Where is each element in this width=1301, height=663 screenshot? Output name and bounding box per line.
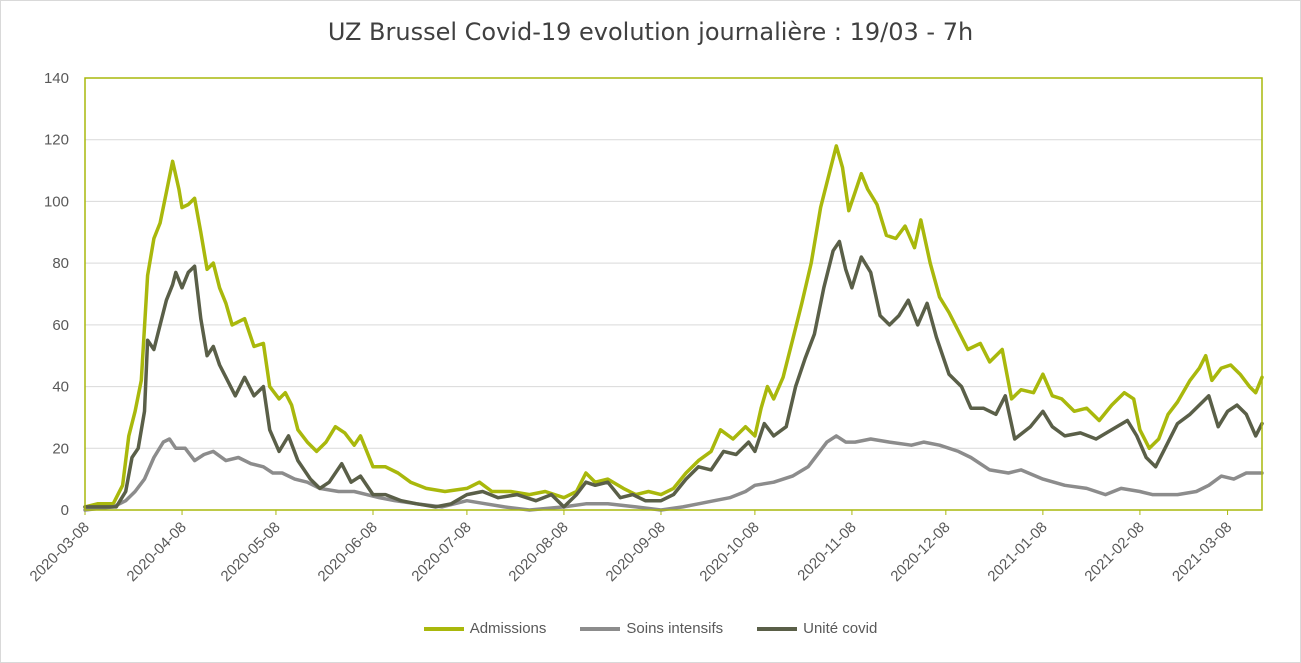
y-axis-ticks: 0 20 40 60 80 100 120 140 [44, 70, 69, 519]
legend: Admissions Soins intensifs Unité covid [0, 620, 1301, 637]
x-tick-label: 2020-09-08 [603, 519, 669, 585]
legend-swatch [757, 626, 798, 631]
y-tick-label: 100 [44, 193, 69, 210]
y-tick-label: 140 [44, 70, 69, 87]
gridlines [85, 139, 1262, 449]
x-tick-label: 2020-10-08 [696, 519, 762, 585]
series-line-1 [83, 144, 1264, 509]
x-tick-label: 2020-08-08 [505, 519, 571, 585]
legend-label: Admissions [469, 620, 547, 637]
chart-title: UZ Brussel Covid-19 evolution journalièr… [327, 18, 974, 46]
plot-area-border [84, 77, 1263, 511]
legend-label: Unité covid [803, 620, 878, 637]
y-tick-label: 120 [44, 132, 69, 149]
series-lines [83, 144, 1264, 512]
legend-item-3: Unité covid [757, 620, 877, 637]
x-axis-ticks: 2020-03-08 2020-04-08 2020-05-08 2020-06-08… [27, 510, 1235, 585]
series-line-2 [83, 434, 1264, 512]
legend-swatch [423, 626, 464, 631]
y-tick-label: 60 [52, 317, 69, 334]
x-tick-label: 2021-01-08 [984, 519, 1050, 585]
x-tick-label: 2020-05-08 [217, 519, 283, 585]
y-tick-label: 20 [52, 440, 69, 457]
legend-swatch [580, 626, 621, 631]
x-tick-label: 2020-07-08 [408, 519, 474, 585]
legend-item-1: Admissions [423, 620, 547, 637]
legend-item-2: Soins intensifs [580, 620, 723, 637]
y-tick-label: 80 [52, 255, 69, 272]
x-tick-label: 2021-02-08 [1081, 519, 1147, 585]
x-tick-label: 2020-12-08 [887, 519, 953, 585]
series-line-3 [83, 239, 1264, 509]
legend-label: Soins intensifs [626, 620, 724, 637]
x-tick-label: 2020-03-08 [27, 519, 93, 585]
x-tick-label: 2020-11-08 [794, 519, 859, 584]
x-tick-label: 2020-06-08 [315, 519, 381, 585]
y-tick-label: 0 [61, 502, 69, 519]
x-tick-label: 2021-03-08 [1169, 519, 1235, 585]
x-tick-label: 2020-04-08 [124, 519, 190, 585]
y-tick-label: 40 [52, 379, 69, 396]
